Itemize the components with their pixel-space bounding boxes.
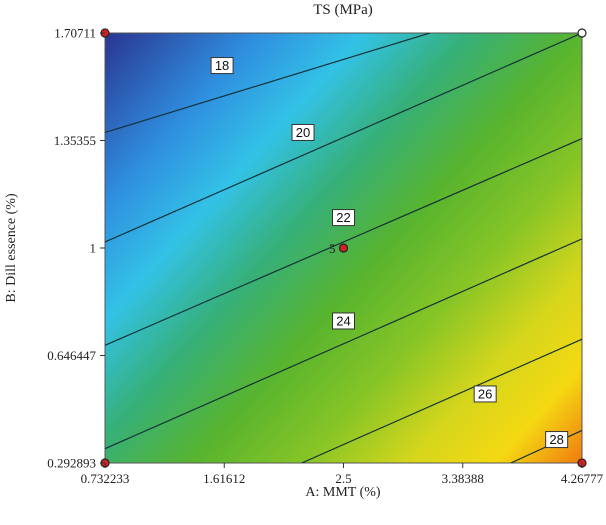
y-tick-label: 1.35355 [54, 133, 96, 148]
x-tick-label: 3.38388 [442, 471, 484, 486]
design-point [338, 243, 349, 253]
contour-label-box-18 [210, 57, 234, 75]
x-tick-label: 0.732233 [81, 471, 130, 486]
contour-line-20 [105, 33, 582, 243]
chart-title: TS (MPa) [313, 2, 373, 18]
contour-label-box-20 [291, 123, 315, 141]
contour-label-22: 22 [336, 210, 350, 225]
design-point-count: 5 [329, 241, 336, 256]
x-axis-label: A: MMT (%) [305, 485, 381, 500]
y-axis: 0.292893 0.646447 1 1.35355 1.70711 [47, 26, 105, 471]
contour-label-26: 26 [478, 386, 492, 401]
contour-label-28: 28 [549, 432, 563, 447]
contour-line-24 [105, 238, 582, 450]
x-tick-label: 2.5 [335, 471, 351, 486]
x-axis: 0.732233 1.61612 2.5 3.38388 4.26777 [81, 463, 604, 486]
contour-label-20: 20 [296, 125, 310, 140]
contour-label-box-22 [331, 209, 355, 227]
x-tick-label: 4.26777 [561, 471, 604, 486]
contour-label-24: 24 [336, 313, 350, 328]
y-tick-label: 1.70711 [54, 26, 96, 41]
contour-line-26 [301, 338, 582, 463]
y-axis-label: B: Dill essence (%) [4, 193, 19, 303]
contour-label-box-28 [545, 431, 569, 449]
y-tick-label: 0.292893 [47, 456, 96, 471]
y-tick-label: 1 [90, 241, 97, 256]
contour-line-22 [105, 137, 582, 346]
contour-labels: 18 20 22 24 26 28 [210, 57, 569, 449]
contour-label-18: 18 [215, 58, 229, 73]
contour-line-18 [105, 33, 431, 134]
contour-label-box-26 [473, 385, 497, 403]
x-tick-label: 1.61612 [203, 471, 245, 486]
contour-label-box-24 [331, 312, 355, 330]
design-point [577, 28, 587, 38]
contour-lines [105, 33, 582, 463]
y-tick-label: 0.646447 [47, 348, 96, 363]
